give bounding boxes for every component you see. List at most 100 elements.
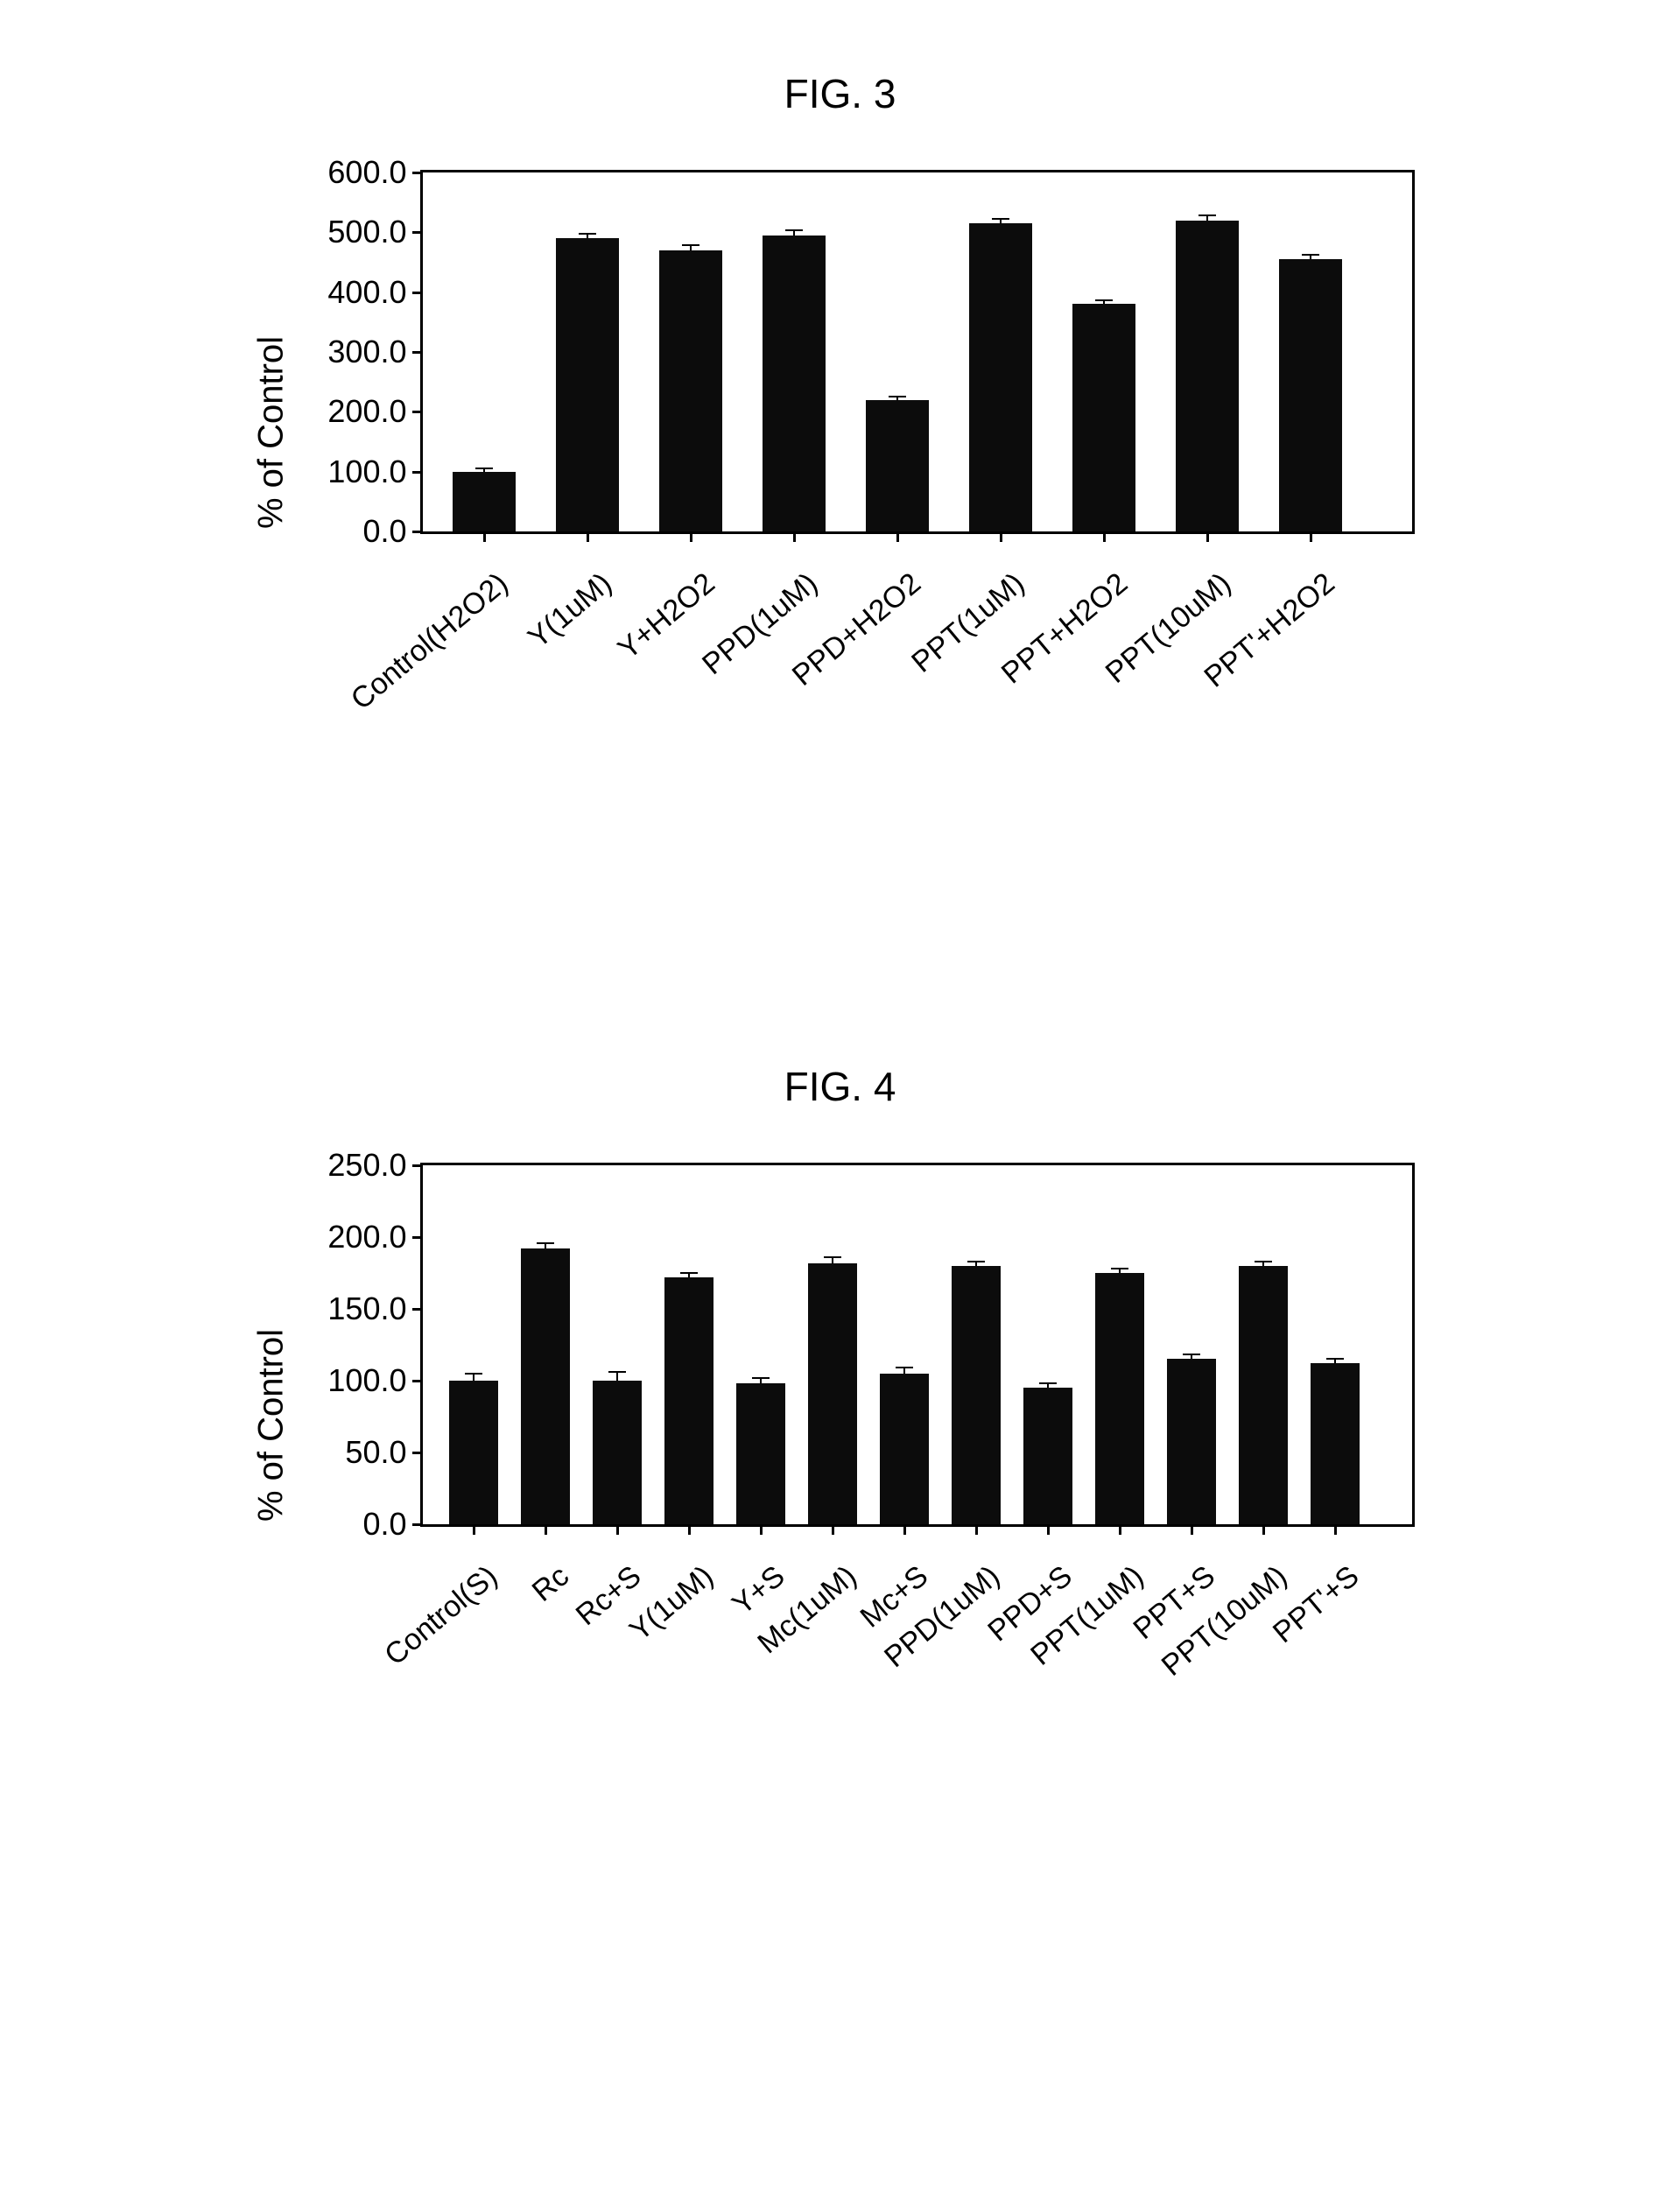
error-cap [824,1256,841,1258]
ytick-mark [412,531,423,533]
bar [556,238,619,531]
error-cap [1039,1382,1057,1384]
error-cap [579,233,596,235]
error-cap [1255,1261,1272,1262]
fig3-chart: % of Control 0.0100.0200.0300.0400.0500.… [228,170,1453,695]
error-cap [1183,1354,1200,1355]
error-cap [475,468,493,469]
xtick-mark [1119,1524,1121,1535]
bar [969,223,1032,531]
ytick-mark [412,1380,423,1382]
bar [1072,304,1135,531]
ytick-mark [412,292,423,294]
xtick-mark [1191,1524,1193,1535]
xtick-label: Rc [525,1559,575,1609]
error-cap [785,229,803,231]
xtick-mark [688,1524,691,1535]
ytick-label: 600.0 [327,154,406,191]
fig4-title: FIG. 4 [228,1063,1453,1110]
ytick-label: 200.0 [327,393,406,430]
bar [659,250,722,531]
xtick-mark [1334,1524,1337,1535]
bar [808,1263,857,1524]
fig3-ylabel: % of Control [251,336,291,529]
bar [880,1374,929,1524]
error-cap [608,1371,626,1373]
ytick-mark [412,172,423,174]
bar [1095,1273,1144,1524]
error-cap [1302,254,1319,256]
ytick-label: 50.0 [345,1434,406,1471]
bar [763,236,826,531]
error-cap [967,1261,985,1262]
ytick-label: 500.0 [327,214,406,250]
ytick-label: 150.0 [327,1290,406,1327]
ytick-label: 400.0 [327,274,406,311]
xtick-mark [1047,1524,1050,1535]
bar [664,1277,713,1524]
ytick-label: 100.0 [327,454,406,490]
ytick-label: 0.0 [362,513,406,550]
error-cap [889,396,906,397]
fig4-chart: % of Control 0.050.0100.0150.0200.0250.0… [228,1163,1453,1688]
fig4-ylabel: % of Control [251,1329,291,1522]
ytick-mark [412,1308,423,1311]
error-cap [680,1272,698,1274]
error-cap [752,1377,770,1379]
error-cap [1326,1358,1344,1360]
xtick-mark [1103,531,1106,542]
bar [593,1381,642,1524]
xtick-mark [975,1524,978,1535]
xtick-mark [760,1524,763,1535]
xtick-mark [545,1524,547,1535]
error-cap [465,1373,482,1375]
bar [866,400,929,531]
bar [1167,1359,1216,1524]
error-cap [1095,299,1113,301]
bar [736,1383,785,1524]
error-bar [473,1374,474,1381]
error-cap [1111,1268,1128,1269]
xtick-mark [832,1524,834,1535]
ytick-label: 250.0 [327,1147,406,1184]
ytick-label: 200.0 [327,1219,406,1255]
xtick-mark [1206,531,1209,542]
bar [521,1248,570,1524]
ytick-mark [412,1236,423,1239]
bar [952,1266,1001,1524]
xtick-label: Control(S) [378,1559,504,1672]
error-cap [896,1367,913,1368]
xtick-mark [483,531,486,542]
ytick-mark [412,1452,423,1454]
fig3-title: FIG. 3 [228,70,1453,117]
ytick-mark [412,1523,423,1526]
error-cap [1198,214,1216,216]
ytick-mark [412,471,423,474]
xtick-mark [903,1524,906,1535]
fig3-plot-area: 0.0100.0200.0300.0400.0500.0600.0Control… [420,170,1415,534]
bar [449,1381,498,1524]
xtick-mark [616,1524,619,1535]
xtick-mark [1000,531,1002,542]
error-cap [537,1242,554,1244]
ytick-label: 300.0 [327,334,406,370]
xtick-mark [587,531,589,542]
xtick-mark [473,1524,475,1535]
bar [1239,1266,1288,1524]
xtick-mark [896,531,899,542]
ytick-mark [412,231,423,234]
ytick-mark [412,351,423,354]
bar [1023,1388,1072,1524]
bar [1176,221,1239,531]
xtick-label: Control(H2O2) [344,566,514,717]
bar [1311,1363,1360,1524]
error-bar [616,1372,618,1381]
bar [453,472,516,531]
error-cap [992,218,1009,220]
fig4-plot-area: 0.050.0100.0150.0200.0250.0Control(S)RcR… [420,1163,1415,1527]
bar [1279,259,1342,531]
xtick-mark [690,531,692,542]
xtick-mark [1310,531,1312,542]
error-cap [682,244,699,246]
ytick-label: 0.0 [362,1506,406,1543]
